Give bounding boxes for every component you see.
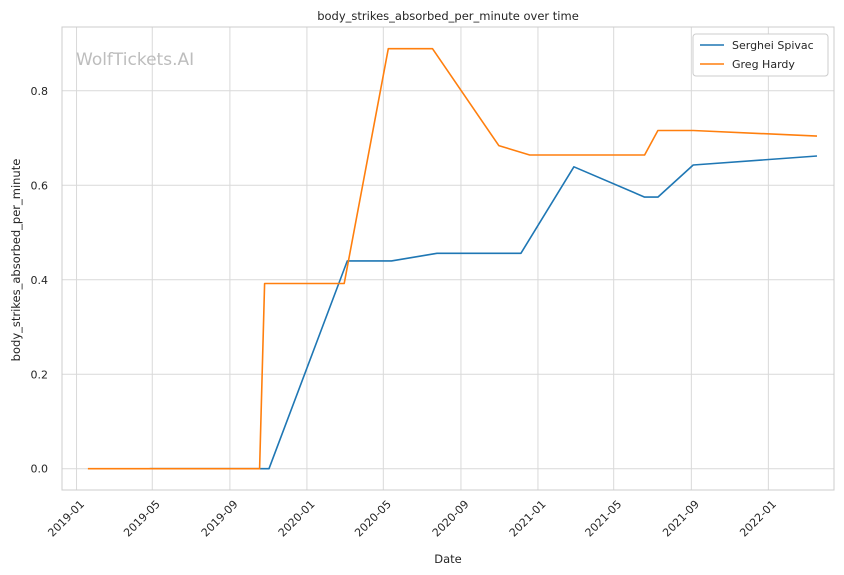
- y-axis-label: body_strikes_absorbed_per_minute: [9, 159, 23, 362]
- series-lines: [87, 47, 818, 470]
- y-tick-label: 0.4: [31, 274, 49, 287]
- legend-label-serghei-spivac: Serghei Spivac: [732, 39, 814, 52]
- y-axis-ticks: 0.0 0.2 0.4 0.6 0.8: [31, 85, 49, 476]
- legend: Serghei Spivac Greg Hardy: [692, 33, 829, 77]
- y-tick-label: 0.2: [31, 368, 49, 381]
- legend-box: [692, 33, 829, 77]
- y-tick-label: 0.0: [31, 463, 49, 476]
- x-axis-label: Date: [434, 552, 462, 566]
- series-line-greg-hardy: [87, 47, 818, 470]
- legend-label-greg-hardy: Greg Hardy: [732, 58, 795, 71]
- y-tick-label: 0.6: [31, 179, 49, 192]
- series-line-serghei-spivac: [149, 155, 818, 470]
- plot-area: [61, 26, 835, 491]
- chart-title: body_strikes_absorbed_per_minute over ti…: [317, 9, 579, 23]
- watermark: WolfTickets.AI: [76, 50, 194, 70]
- y-tick-label: 0.8: [31, 85, 49, 98]
